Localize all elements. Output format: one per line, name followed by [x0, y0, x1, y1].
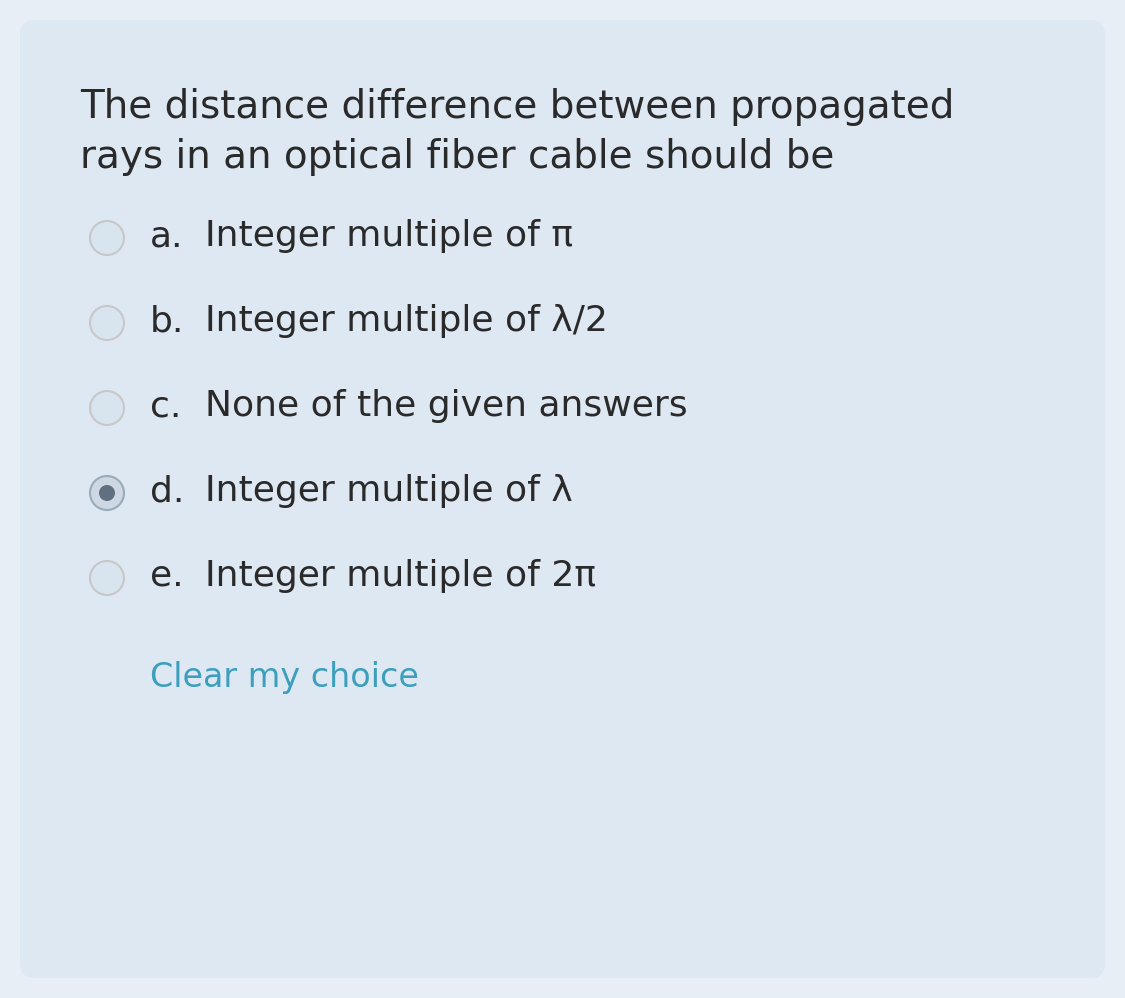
Text: Integer multiple of π: Integer multiple of π: [205, 219, 573, 253]
Text: b.: b.: [150, 304, 184, 338]
Circle shape: [99, 485, 115, 501]
Text: Clear my choice: Clear my choice: [150, 662, 418, 695]
Circle shape: [90, 561, 124, 595]
FancyBboxPatch shape: [20, 20, 1105, 978]
Text: a.: a.: [150, 219, 183, 253]
Text: e.: e.: [150, 559, 183, 593]
Text: Integer multiple of λ/2: Integer multiple of λ/2: [205, 304, 608, 338]
Circle shape: [90, 221, 124, 255]
Text: d.: d.: [150, 474, 184, 508]
Text: rays in an optical fiber cable should be: rays in an optical fiber cable should be: [80, 138, 835, 176]
Circle shape: [90, 306, 124, 340]
Text: The distance difference between propagated: The distance difference between propagat…: [80, 88, 954, 126]
Circle shape: [90, 391, 124, 425]
Text: None of the given answers: None of the given answers: [205, 389, 687, 423]
Circle shape: [90, 476, 124, 510]
Text: c.: c.: [150, 389, 181, 423]
Text: Integer multiple of 2π: Integer multiple of 2π: [205, 559, 596, 593]
Text: Integer multiple of λ: Integer multiple of λ: [205, 474, 573, 508]
